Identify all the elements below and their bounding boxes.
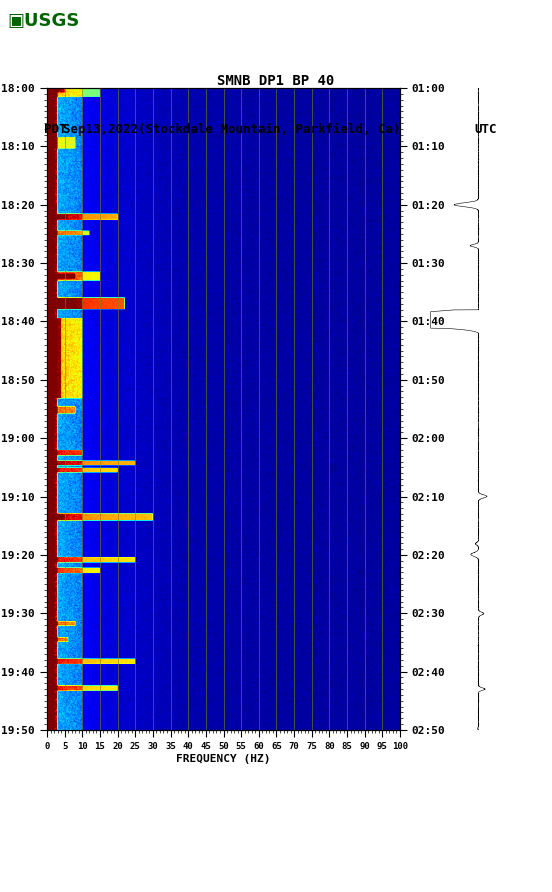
Text: SMNB DP1 BP 40: SMNB DP1 BP 40 (217, 75, 335, 88)
X-axis label: FREQUENCY (HZ): FREQUENCY (HZ) (176, 754, 270, 764)
Text: PDT: PDT (44, 123, 67, 136)
Text: UTC: UTC (475, 123, 497, 136)
Text: ▣USGS: ▣USGS (7, 12, 79, 30)
Text: Sep13,2022(Stockdale Mountain, Parkfield, Ca): Sep13,2022(Stockdale Mountain, Parkfield… (63, 123, 401, 136)
